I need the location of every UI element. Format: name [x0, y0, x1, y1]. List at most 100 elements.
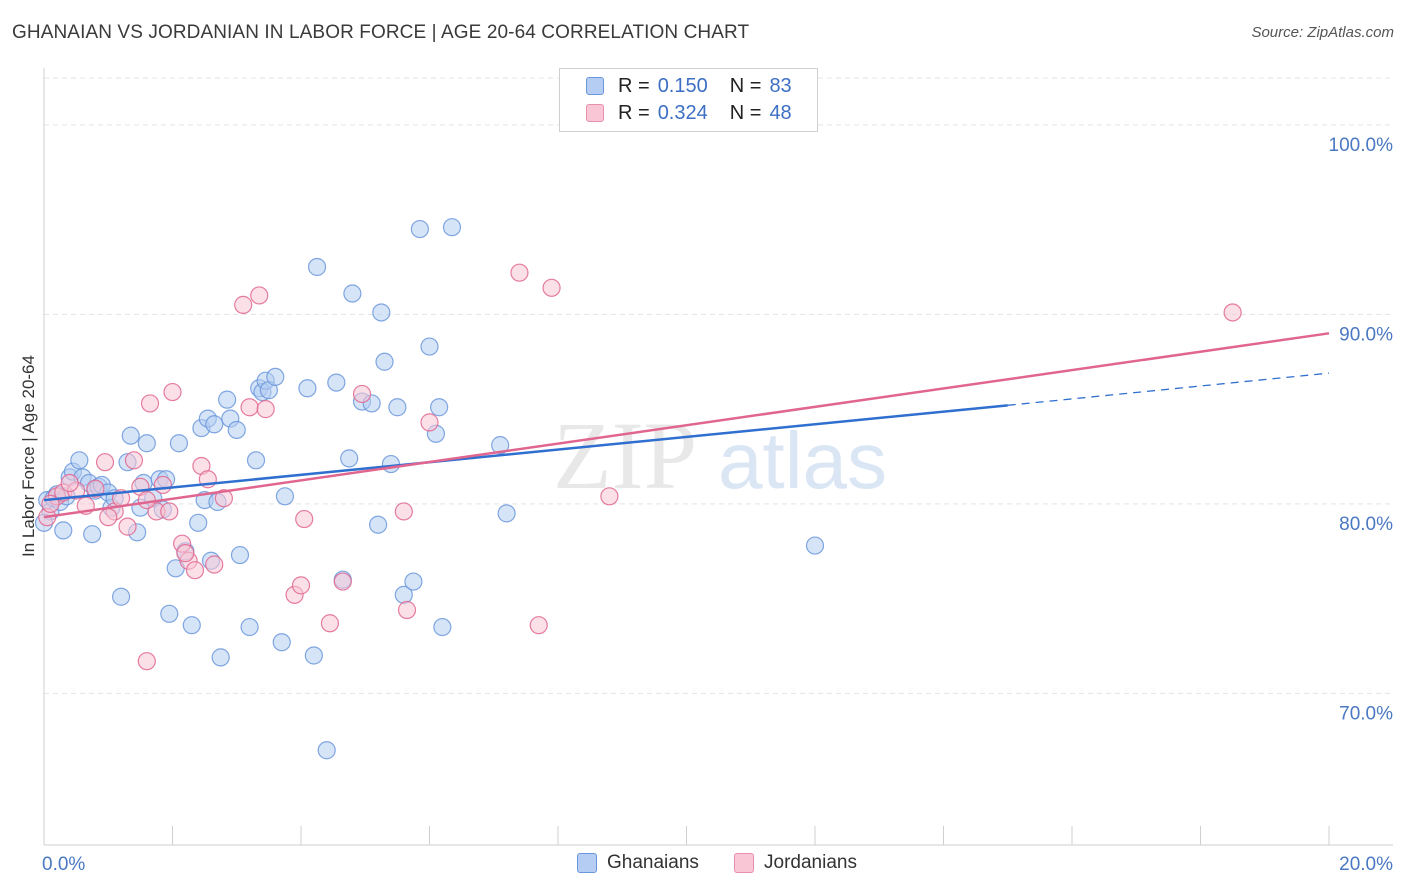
jordanian-point: [160, 502, 179, 521]
watermark-zip: ZIP: [553, 402, 697, 509]
ghanaian-point: [182, 616, 201, 635]
y-axis-title: In Labor Force | Age 20-64: [19, 355, 38, 557]
jordanian-point: [163, 382, 182, 402]
bottom-legend-label-ghanaians: Ghanaians: [607, 852, 699, 873]
legend-row-jordanians: R = 0.324 N = 48: [586, 100, 792, 126]
ghanaian-point: [410, 219, 429, 239]
jordanians-points: [38, 263, 1242, 671]
legend-swatch-ghanaians: [586, 77, 604, 95]
ghanaian-point: [317, 741, 336, 760]
trend-lines: [43, 332, 1330, 519]
jordanians-trend-line: [43, 332, 1330, 519]
bottom-legend-label-jordanians: Jordanians: [764, 852, 857, 873]
ghanaians-trend-extension: [1007, 372, 1330, 406]
ghanaian-point: [137, 434, 156, 453]
jordanian-point: [99, 508, 118, 527]
ghanaian-point: [433, 617, 452, 637]
ghanaian-point: [404, 572, 423, 591]
ghanaian-point: [491, 436, 510, 455]
ghanaian-point: [388, 398, 407, 417]
ghanaians-points: [34, 218, 825, 760]
ghanaian-point: [497, 504, 516, 523]
ghanaian-point: [298, 379, 317, 398]
ghanaian-point: [805, 536, 825, 555]
ghanaian-point: [227, 420, 246, 440]
legend-n-label: N =: [729, 74, 762, 97]
jordanian-point: [1223, 303, 1242, 322]
ghanaian-point: [111, 587, 131, 606]
y-tick-label: 90.0%: [1339, 324, 1393, 345]
ghanaian-point: [205, 415, 224, 434]
jordanian-point: [295, 509, 314, 529]
jordanian-point: [176, 544, 195, 563]
ghanaian-point: [381, 454, 401, 474]
bottom-legend-swatch-ghanaians: [577, 853, 597, 873]
jordanian-point: [60, 473, 79, 493]
legend-n-value: 48: [769, 101, 792, 124]
legend-r-label: R =: [618, 101, 650, 124]
jordanian-point: [240, 398, 259, 417]
bottom-legend-ghanaians: Ghanaians: [577, 852, 699, 874]
ghanaian-point: [240, 617, 259, 637]
jordanian-point: [86, 479, 105, 498]
legend-n-value: 83: [769, 74, 792, 97]
chart-title: GHANAIAN VS JORDANIAN IN LABOR FORCE | A…: [12, 22, 750, 43]
legend-r-value: 0.150: [657, 74, 708, 97]
ghanaian-point: [211, 648, 230, 667]
jordanian-point: [333, 572, 352, 591]
gridlines: [44, 77, 1393, 694]
jordanian-point: [153, 475, 172, 495]
jordanian-point: [529, 616, 548, 635]
jordanian-point: [124, 451, 144, 470]
legend-n-label: N =: [729, 101, 762, 124]
y-tick-label: 70.0%: [1339, 703, 1393, 724]
jordanian-point: [234, 295, 253, 314]
ghanaian-point: [420, 337, 439, 356]
jordanian-point: [420, 413, 439, 432]
ghanaian-point: [369, 515, 388, 534]
ghanaian-point: [327, 373, 346, 392]
jordanian-point: [256, 400, 275, 419]
ghanaian-point: [266, 367, 285, 387]
jordanian-point: [118, 517, 137, 536]
ghanaian-point: [54, 521, 73, 540]
jordanian-point: [600, 487, 619, 506]
stats-legend: R = 0.150 N = 83 R = 0.324 N = 48: [559, 68, 818, 132]
ghanaian-point: [70, 451, 89, 470]
bottom-legend-jordanians: Jordanians: [734, 852, 857, 874]
ghanaian-point: [160, 604, 179, 623]
ghanaian-point: [304, 646, 323, 665]
jordanian-point: [352, 384, 372, 404]
jordanian-point: [250, 286, 269, 305]
ghanaian-point: [169, 434, 189, 453]
x-tick-label-min: 0.0%: [42, 854, 85, 875]
jordanian-point: [185, 561, 205, 580]
x-tick-label-max: 20.0%: [1339, 854, 1393, 875]
ghanaian-point: [340, 449, 359, 468]
jordanian-point: [291, 576, 311, 595]
source-credit: Source: ZipAtlas.com: [1251, 24, 1394, 41]
ghanaian-point: [430, 398, 449, 417]
x-ticks: [43, 826, 1330, 845]
axes: [43, 68, 1393, 846]
watermark-atlas: atlas: [718, 416, 887, 505]
ghanaian-point: [375, 352, 394, 371]
y-tick-label: 100.0%: [1329, 135, 1394, 156]
ghanaian-point: [230, 545, 250, 565]
ghanaian-point: [442, 218, 462, 237]
jordanian-point: [510, 263, 529, 282]
jordanian-point: [394, 502, 413, 521]
bottom-legend-swatch-jordanians: [734, 853, 754, 873]
jordanian-point: [205, 555, 224, 574]
jordanian-point: [214, 489, 233, 508]
legend-r-label: R =: [618, 74, 650, 97]
ghanaian-point: [218, 390, 237, 409]
legend-row-ghanaians: R = 0.150 N = 83: [586, 73, 792, 99]
jordanian-point: [95, 453, 115, 472]
jordanian-point: [137, 490, 156, 510]
ghanaian-point: [272, 633, 291, 652]
ghanaian-point: [372, 303, 391, 322]
jordanian-point: [137, 652, 156, 671]
ghanaian-point: [275, 487, 295, 506]
